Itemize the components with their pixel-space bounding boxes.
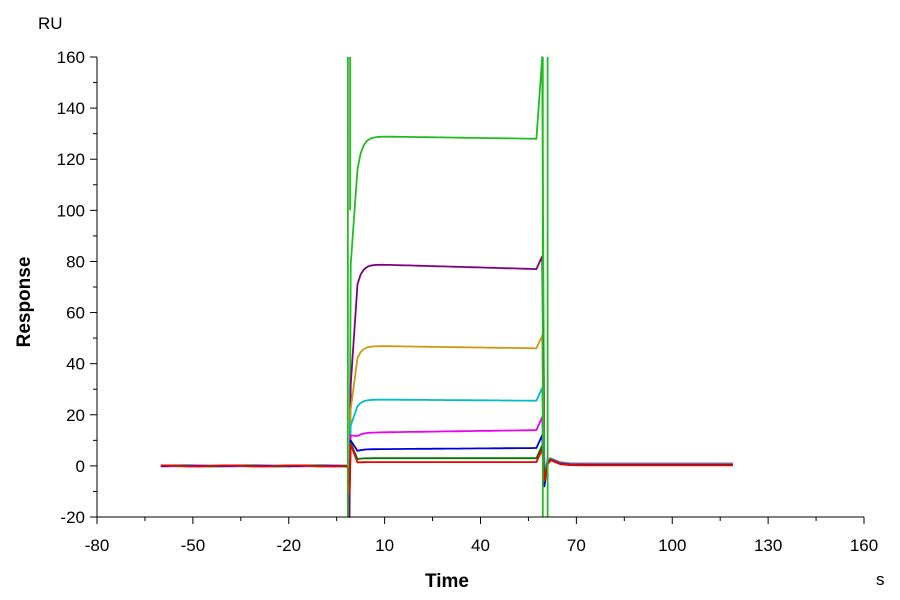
series-line [160,255,733,518]
y-tick-label: 100 [57,201,85,220]
y-tick-label: 40 [66,355,85,374]
x-tick-label: -50 [181,536,206,555]
y-tick-label: 160 [57,48,85,67]
x-tick-label: -20 [276,536,301,555]
y-unit-label: RU [38,14,63,33]
y-tick-label: 60 [66,304,85,323]
series-line [160,416,733,488]
y-tick-label: 80 [66,252,85,271]
y-tick-label: -20 [60,508,85,527]
x-axis-title: Time [425,571,469,592]
x-tick-label: -80 [85,536,110,555]
y-tick-label: 0 [76,457,85,476]
series-curves [160,56,733,518]
x-tick-label: 100 [658,536,686,555]
series-line [160,387,733,485]
y-ticks: -20 0 20 40 60 80 100 120 140 160 [57,48,97,527]
x-tick-label: 160 [850,536,878,555]
x-tick-label: 40 [471,536,490,555]
y-axis-title: Response [14,257,35,348]
y-tick-label: 140 [57,99,85,118]
x-tick-label: 10 [375,536,394,555]
x-ticks: -80 -50 -20 10 40 70 100 130 160 [85,517,878,555]
y-tick-label: 20 [66,406,85,425]
series-line [160,443,733,495]
x-unit-label: s [876,570,885,589]
y-tick-label: 120 [57,150,85,169]
x-tick-label: 70 [567,536,586,555]
x-tick-label: 130 [754,536,782,555]
